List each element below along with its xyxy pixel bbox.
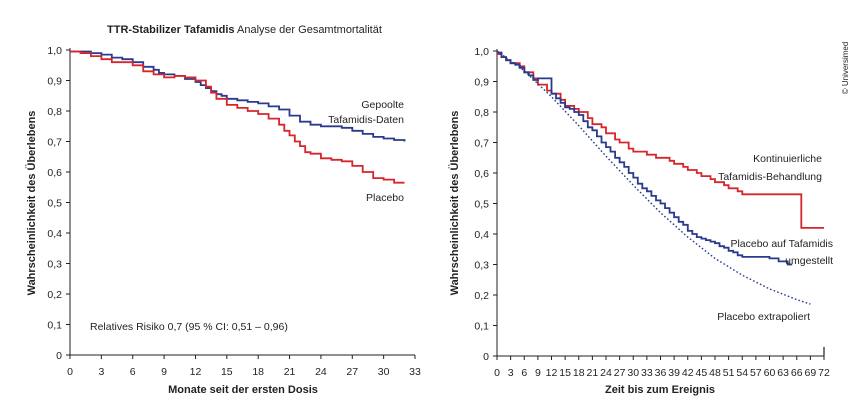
y-tick-label: 0,5	[474, 199, 489, 211]
x-tick-label: 3	[98, 366, 104, 378]
x-tick-label: 30	[378, 366, 390, 378]
credit-text: © Universimed	[841, 42, 850, 95]
x-tick-label: 36	[655, 367, 667, 379]
y-tick-label: 0,7	[47, 137, 62, 149]
y-tick-label: 1,0	[474, 46, 489, 58]
x-tick-label: 27	[346, 366, 358, 378]
y-tick-label: 0,8	[474, 107, 489, 119]
y-tick-label: 0,2	[47, 289, 62, 301]
x-tick-label: 60	[764, 367, 776, 379]
figure-title: TTR-Stabilizer Tafamidis Analyse der Ges…	[107, 24, 382, 36]
x-tick-label: 30	[627, 367, 639, 379]
x-axis-label-left: Monate seit der ersten Dosis	[168, 384, 318, 396]
y-tick-label: 0,9	[474, 77, 489, 89]
x-tick-label: 6	[130, 366, 136, 378]
y-tick-label: 0,6	[474, 168, 489, 180]
y-tick-label: 0,2	[474, 290, 489, 302]
x-tick-label: 21	[284, 366, 296, 378]
x-tick-label: 21	[587, 367, 599, 379]
x-tick-label: 33	[641, 367, 653, 379]
label-pooled-line1: Gepoolte	[361, 99, 404, 111]
series-switched-line	[497, 51, 793, 266]
y-tick-label: 0,8	[47, 106, 62, 118]
y-tick-label: 0,3	[474, 260, 489, 272]
x-tick-label: 15	[559, 367, 571, 379]
x-tick-label: 42	[682, 367, 694, 379]
x-tick-label: 54	[736, 367, 748, 379]
axes-left: 0 0,1 0,2 0,3 0,4 0,5 0,6 0,7 0,8 0,9 1,0 0 3 6 9 12 15 1…	[47, 45, 421, 378]
x-tick-label: 48	[709, 367, 721, 379]
x-tick-label: 6	[521, 367, 527, 379]
label-continuous-line1: Kontinuierliche	[753, 153, 822, 165]
y-tick-label: 0,9	[47, 76, 62, 88]
x-tick-label: 18	[252, 366, 264, 378]
x-tick-label: 39	[668, 367, 680, 379]
x-tick-label: 15	[221, 366, 233, 378]
y-tick-label: 1,0	[47, 45, 62, 57]
y-tick-label: 0,4	[47, 228, 62, 240]
x-tick-label: 18	[573, 367, 585, 379]
y-tick-label: 0,5	[47, 198, 62, 210]
x-tick-label: 0	[67, 366, 73, 378]
x-tick-label: 12	[546, 367, 558, 379]
x-tick-label: 9	[535, 367, 541, 379]
x-tick-label: 69	[805, 367, 817, 379]
x-tick-label: 12	[190, 366, 202, 378]
label-pooled-line2: Tafamidis-Daten	[328, 114, 404, 126]
series-right	[496, 50, 825, 356]
series-placebo-line	[70, 50, 405, 184]
y-axis-label-left: Wahrscheinlichkeit des Überlebens	[25, 111, 38, 296]
series-left	[70, 50, 406, 184]
label-extrapolated: Placebo extrapoliert	[717, 311, 810, 323]
x-tick-label: 57	[750, 367, 762, 379]
y-tick-label: 0,6	[47, 167, 62, 179]
y-axis-label-right: Wahrscheinlichkeit des Überlebens	[448, 111, 461, 296]
series-pooled-line	[70, 50, 406, 142]
y-tick-label: 0,1	[474, 321, 489, 333]
x-tick-label: 3	[508, 367, 514, 379]
label-placebo: Placebo	[366, 192, 404, 204]
x-tick-label: 72	[818, 367, 830, 379]
x-tick-label: 24	[600, 367, 612, 379]
label-continuous-line2: Tafamidis-Behandlung	[718, 171, 822, 183]
y-tick-label: 0	[56, 350, 62, 362]
y-tick-label: 0,4	[474, 229, 489, 241]
x-tick-label: 33	[409, 366, 421, 378]
y-tick-label: 0,3	[47, 259, 62, 271]
x-tick-label: 51	[723, 367, 735, 379]
axes-right: 00,10,20,30,40,50,60,70,80,91,00 3 6 9 12 15 1…	[474, 46, 830, 379]
y-tick-label: 0,7	[474, 138, 489, 150]
chart-left: 0 0,1 0,2 0,3 0,4 0,5 0,6 0,7 0,8 0,9 1,0 0 3 6 9 12 15 1…	[25, 45, 421, 396]
x-tick-label: 24	[315, 366, 327, 378]
x-tick-label: 66	[791, 367, 803, 379]
y-tick-label: 0	[483, 351, 489, 363]
y-tick-label: 0,1	[47, 320, 62, 332]
label-switched-line2: umgestellt	[785, 255, 833, 267]
x-tick-label: 0	[494, 367, 500, 379]
x-tick-label: 63	[777, 367, 789, 379]
x-tick-label: 9	[161, 366, 167, 378]
x-tick-label: 45	[696, 367, 708, 379]
relative-risk-annotation: Relatives Risiko 0,7 (95 % CI: 0,51 – 0,…	[90, 321, 288, 333]
chart-right: 00,10,20,30,40,50,60,70,80,91,00 3 6 9 12 15 1…	[448, 46, 833, 396]
label-switched-line1: Placebo auf Tafamidis	[730, 238, 833, 250]
x-axis-label-right: Zeit bis zum Ereignis	[605, 384, 715, 396]
x-tick-label: 27	[614, 367, 626, 379]
